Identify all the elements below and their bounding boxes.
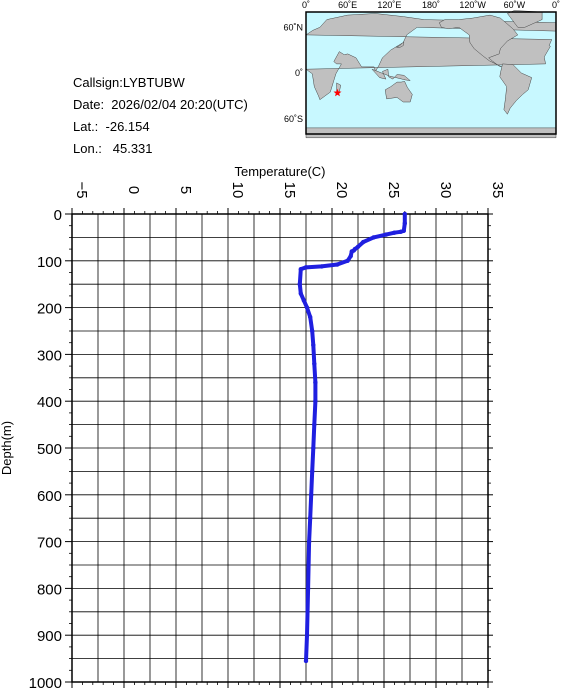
date-label: Date: 2026/02/04 20:20(UTC) <box>73 97 248 112</box>
y-tick-label: 600 <box>37 488 62 505</box>
profile-point <box>313 380 318 385</box>
map-location-marker <box>333 88 342 97</box>
x-tick-label: −5 <box>73 181 90 198</box>
profile-point <box>319 264 324 269</box>
profile-point <box>303 658 309 664</box>
profile-point <box>348 253 353 259</box>
profile-point <box>311 342 316 348</box>
map-landmass <box>384 81 413 103</box>
x-tick-label: 30 <box>437 182 454 199</box>
x-tick-label: 15 <box>281 182 298 199</box>
temperature-profile-series <box>297 211 407 664</box>
profile-point <box>361 239 366 245</box>
y-tick-label: 900 <box>37 628 62 645</box>
map-lat-label: 60˚N <box>283 22 303 32</box>
y-tick-label: 500 <box>37 441 62 458</box>
profile-point <box>313 399 318 404</box>
float-info: Callsign:LYBTUBW Date: 2026/02/04 20:20(… <box>73 72 248 160</box>
profile-point <box>304 305 310 310</box>
profile-point <box>371 235 376 240</box>
profile-point <box>355 244 361 249</box>
profile-point <box>383 232 389 237</box>
y-axis-title: Depth(m) <box>0 421 14 475</box>
x-tick-label: 35 <box>489 182 506 199</box>
map-landmass <box>305 13 557 101</box>
profile-point <box>307 314 313 320</box>
profile-point <box>298 267 303 272</box>
longitude-label: Lon.: 45.331 <box>73 141 153 156</box>
map-latitude-labels: 60˚N 0˚ 60˚S <box>283 22 303 124</box>
y-tick-label: 0 <box>54 207 62 224</box>
y-tick-label: 300 <box>37 347 62 364</box>
y-tick-label: 100 <box>37 254 62 271</box>
profile-point <box>303 265 309 270</box>
map-longitude-labels: 0˚ 60˚E 120˚E 180˚ 120˚W 60˚W 0˚ <box>302 0 560 10</box>
map-lon-label: 120˚E <box>377 0 401 10</box>
map-landmass <box>395 40 405 49</box>
map-frame <box>305 11 557 135</box>
x-tick-label: 0 <box>125 186 142 194</box>
map-landmass <box>499 63 533 115</box>
profile-point <box>305 586 311 591</box>
profile-point <box>398 229 403 234</box>
x-tick-label: 10 <box>229 182 246 199</box>
map-lon-label: 120˚W <box>459 0 486 10</box>
y-tick-label: 700 <box>37 535 62 552</box>
map-landmass <box>371 68 412 81</box>
map-lon-label: 0˚ <box>302 0 310 10</box>
profile-point <box>310 469 315 474</box>
map-landmass <box>438 14 519 68</box>
map-marker-star <box>333 88 342 97</box>
latitude-label: Lat.: -26.154 <box>73 119 150 134</box>
map-lat-label: 0˚ <box>295 68 303 78</box>
y-tick-label: 1000 <box>29 675 62 690</box>
profile-point <box>304 633 310 638</box>
profile-point <box>306 539 312 544</box>
map-land <box>305 10 557 139</box>
profile-point <box>301 298 307 303</box>
y-tick-label: 200 <box>37 301 62 318</box>
profile-point <box>402 211 407 217</box>
y-tick-label: 800 <box>37 581 62 598</box>
x-tick-label: 25 <box>385 182 402 199</box>
profile-point <box>312 422 317 427</box>
x-tick-label: 5 <box>177 186 194 194</box>
map-lon-label: 180˚ <box>422 0 440 10</box>
profile-point <box>311 445 316 451</box>
x-axis-title: Temperature(C) <box>234 164 325 179</box>
map-lon-label: 0˚ <box>552 0 560 10</box>
profile-point <box>312 361 317 366</box>
profile-point <box>310 328 315 334</box>
profile-point <box>335 262 340 267</box>
profile-point <box>298 291 303 296</box>
map-lat-label: 60˚S <box>284 114 303 124</box>
callsign-label: Callsign:LYBTUBW <box>73 75 185 90</box>
y-tick-label: 400 <box>37 394 62 411</box>
profile-point <box>349 249 354 254</box>
x-axis-ticks: −5 0 5 10 15 20 25 30 35 <box>71 181 506 688</box>
profile-point <box>402 221 407 226</box>
profile-point <box>297 282 302 287</box>
map-lon-label: 60˚E <box>338 0 357 10</box>
chart-grid <box>72 214 488 682</box>
profile-point <box>392 230 397 235</box>
y-axis-ticks: 0 100 200 300 400 500 600 700 800 900 1000 <box>29 207 493 690</box>
profile-point <box>309 492 314 497</box>
profile-point <box>345 258 350 263</box>
temperature-profile-line <box>297 212 407 663</box>
profile-point <box>307 516 313 521</box>
map-lon-label: 60˚W <box>504 0 526 10</box>
x-tick-label: 20 <box>333 182 350 199</box>
